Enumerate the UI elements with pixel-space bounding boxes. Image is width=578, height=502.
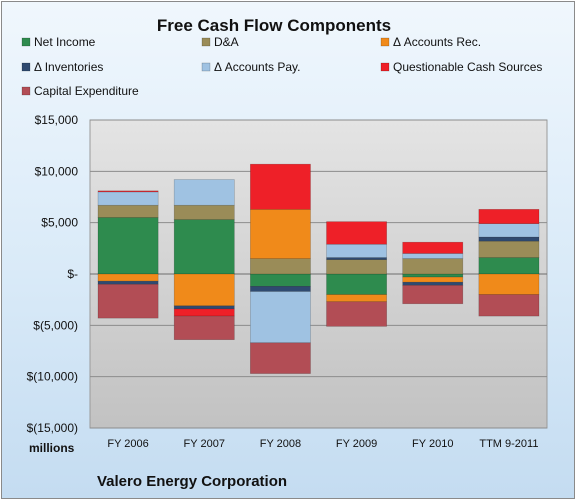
legend-item-danda: D&A (201, 35, 239, 49)
bar-capital-expenditure-fy-2007 (173, 315, 235, 341)
bar-net-income-fy-2008 (250, 273, 311, 287)
company-name: Valero Energy Corporation (97, 473, 287, 490)
legend-swatch (21, 86, 31, 96)
gridlines (90, 119, 547, 429)
bar-delta-inventories-fy-2008 (250, 286, 311, 292)
y-tick-label: $(10,000) (27, 370, 78, 384)
y-tick-label: $(15,000) (27, 421, 78, 435)
bar-danda-ttm-9-2011 (478, 240, 540, 258)
legend-item-delta-inventories: Δ Inventories (21, 60, 103, 74)
bar-danda-fy-2010 (402, 258, 464, 275)
bar-danda-fy-2009 (326, 259, 387, 275)
legend-swatch (201, 37, 211, 47)
legend-swatch (201, 62, 211, 72)
legend-label: D&A (214, 35, 239, 49)
bar-delta-inventories-fy-2009 (326, 257, 387, 260)
y-tick-label: $- (67, 267, 78, 281)
bar-questionable-cash-sources-fy-2008 (250, 163, 311, 210)
bar-questionable-cash-sources-ttm-9-2011 (478, 209, 540, 224)
legend-swatch (380, 62, 390, 72)
legend-item-net-income: Net Income (21, 35, 96, 49)
bar-questionable-cash-sources-fy-2006 (97, 190, 159, 193)
bar-delta-accounts-rec-fy-2007 (173, 273, 235, 307)
bar-delta-inventories-fy-2007 (173, 305, 235, 310)
bar-delta-accounts-rec-ttm-9-2011 (478, 273, 540, 295)
bar-questionable-cash-sources-fy-2009 (326, 221, 387, 245)
bar-net-income-fy-2006 (97, 217, 159, 275)
bar-delta-accounts-rec-fy-2010 (402, 276, 464, 283)
x-tick-label: TTM 9-2011 (479, 438, 538, 450)
bar-delta-inventories-ttm-9-2011 (478, 236, 540, 242)
bar-questionable-cash-sources-fy-2007 (173, 308, 235, 317)
legend-swatch (21, 62, 31, 72)
bar-delta-accounts-rec-fy-2008 (250, 209, 311, 259)
bar-net-income-fy-2009 (326, 273, 387, 295)
bar-delta-inventories-fy-2006 (97, 280, 159, 285)
legend-item-questionable-cash-sources: Questionable Cash Sources (380, 60, 542, 74)
y-tick-label: $(5,000) (33, 318, 78, 332)
bar-delta-accounts-rec-fy-2009 (326, 294, 387, 303)
bar-delta-accounts-pay-fy-2010 (402, 253, 464, 259)
bar-net-income-fy-2007 (173, 219, 235, 275)
bars (97, 163, 540, 374)
bar-delta-accounts-pay-fy-2006 (97, 191, 159, 206)
legend-label: Capital Expenditure (34, 84, 139, 98)
x-tick-label: FY 2006 (107, 438, 148, 450)
bar-danda-fy-2007 (173, 204, 235, 220)
bar-delta-accounts-pay-ttm-9-2011 (478, 223, 540, 238)
legend-item-delta-accounts-pay: Δ Accounts Pay. (201, 60, 301, 74)
bar-capital-expenditure-fy-2008 (250, 342, 311, 374)
bar-delta-accounts-pay-fy-2008 (250, 291, 311, 344)
legend-label: Δ Inventories (34, 60, 103, 74)
bar-danda-fy-2006 (97, 204, 159, 218)
x-tick-label: FY 2010 (412, 438, 453, 450)
legend: Net Income D&A Δ Accounts Rec. Δ Inventorie… (21, 35, 542, 98)
y-axis: $(15,000) $(10,000) $(5,000) $- $5,000 $10,00… (27, 113, 79, 435)
bar-capital-expenditure-ttm-9-2011 (478, 294, 540, 317)
chart-title: Free Cash Flow Components (157, 16, 391, 35)
x-axis: FY 2006 FY 2007 FY 2008 FY 2009 FY 2010 TTM 9… (107, 438, 538, 450)
y-tick-label: $15,000 (35, 113, 79, 127)
bar-net-income-ttm-9-2011 (478, 257, 540, 275)
legend-label: Net Income (34, 35, 96, 49)
bar-capital-expenditure-fy-2009 (326, 301, 387, 327)
x-tick-label: FY 2007 (184, 438, 225, 450)
legend-label: Δ Accounts Pay. (214, 60, 301, 74)
x-tick-label: FY 2008 (260, 438, 301, 450)
bar-delta-accounts-rec-fy-2006 (97, 273, 159, 282)
legend-item-delta-accounts-rec: Δ Accounts Rec. (380, 35, 481, 49)
x-tick-label: FY 2009 (336, 438, 377, 450)
bar-net-income-fy-2010 (402, 273, 464, 278)
bar-capital-expenditure-fy-2010 (402, 284, 464, 305)
bar-delta-accounts-pay-fy-2007 (173, 179, 235, 206)
bar-questionable-cash-sources-fy-2010 (402, 241, 464, 254)
legend-item-capital-expenditure: Capital Expenditure (21, 84, 139, 98)
legend-swatch (21, 37, 31, 47)
legend-label: Δ Accounts Rec. (393, 35, 481, 49)
legend-label: Questionable Cash Sources (393, 60, 542, 74)
bar-delta-inventories-fy-2010 (402, 281, 464, 286)
unit-label: millions (29, 441, 75, 455)
y-tick-label: $10,000 (35, 164, 79, 178)
bar-delta-accounts-pay-fy-2009 (326, 243, 387, 258)
bar-danda-fy-2008 (250, 258, 311, 275)
y-tick-label: $5,000 (41, 216, 78, 230)
legend-swatch (380, 37, 390, 47)
bar-capital-expenditure-fy-2006 (97, 283, 159, 319)
